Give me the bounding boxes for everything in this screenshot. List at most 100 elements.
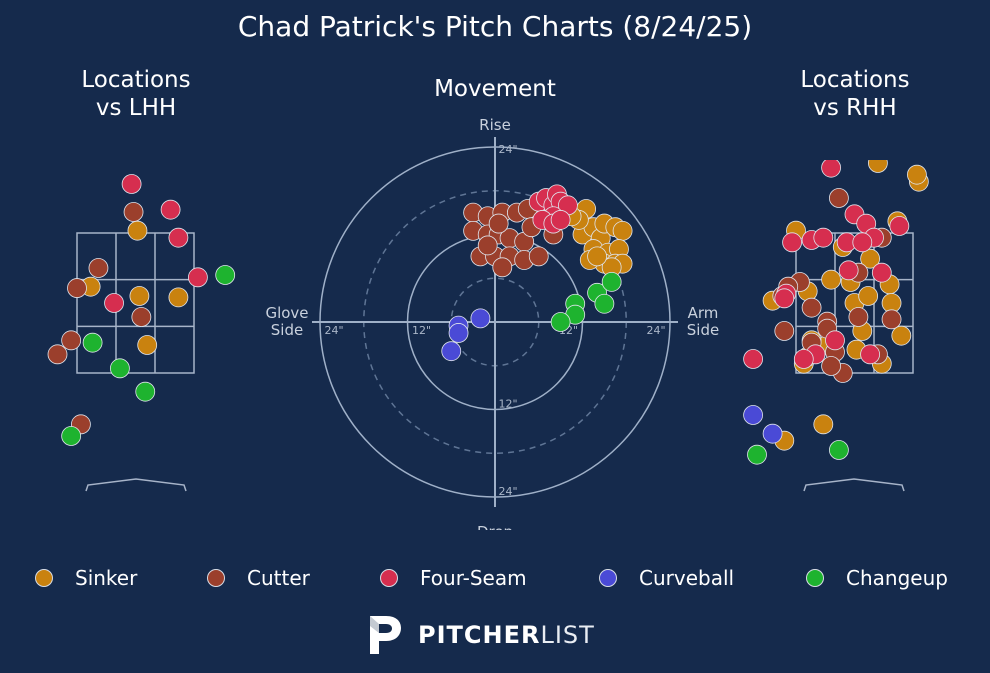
sinker-location — [129, 286, 150, 306]
movement-chart: 24"24"24"24"12"12"12"RiseDropGloveSideAr… — [265, 116, 719, 530]
panel-title-line: Locations — [81, 67, 191, 93]
four-seam-location — [774, 288, 795, 309]
panel-title-line: vs RHH — [813, 95, 897, 121]
movement-label-right: Side — [687, 321, 719, 339]
sinker-location — [891, 325, 912, 346]
cutter-location — [821, 356, 841, 376]
cutter-location — [774, 321, 795, 341]
sinker-location — [821, 269, 841, 290]
changeup-location — [829, 440, 849, 460]
locations-vs-rhh-chart — [743, 160, 929, 492]
cutter-location — [47, 344, 68, 365]
sinker-location — [906, 164, 927, 185]
locations-vs-lhh-chart — [47, 174, 236, 492]
panel-title-line: Locations — [800, 67, 910, 93]
ring-label: 24" — [498, 485, 517, 498]
cutter-location — [829, 188, 849, 208]
sinker-location — [813, 414, 834, 435]
legend-label: Sinker — [75, 566, 138, 590]
curveball-swatch — [599, 569, 617, 587]
legend-item-curveball: Curveball — [599, 562, 734, 594]
curveball-point — [441, 341, 462, 362]
panel-title-line: vs LHH — [95, 95, 177, 121]
cutter-point — [488, 213, 509, 234]
four-seam-location — [889, 216, 910, 236]
sinker-point — [587, 246, 607, 267]
ring-label: 24" — [498, 143, 517, 156]
changeup-swatch — [806, 569, 824, 587]
legend-label: Changeup — [846, 566, 948, 590]
sinker-swatch — [35, 569, 53, 587]
four-seam-location — [825, 330, 845, 351]
four-seam-location — [860, 344, 881, 365]
ring-label: 24" — [324, 324, 343, 337]
cutter-location — [67, 278, 87, 298]
legend-item-changeup: Changeup — [806, 562, 948, 594]
four-seam-location — [821, 160, 841, 178]
sinker-point — [612, 220, 633, 241]
rhh-panel-title: Locations vs RHH — [755, 66, 955, 122]
four-seam-location — [871, 262, 892, 283]
legend-item-sinker: Sinker — [35, 562, 137, 594]
cutter-location — [848, 307, 869, 327]
cutter-point — [528, 246, 549, 267]
movement-label-left: Side — [271, 321, 303, 339]
ring-label: 12" — [412, 324, 431, 337]
sinker-location — [868, 160, 888, 173]
cutter-location — [61, 330, 82, 351]
changeup-location — [747, 444, 767, 465]
curveball-location — [762, 423, 783, 444]
pitcherlist-logo: PITCHERLIST — [366, 612, 595, 658]
changeup-point — [601, 271, 622, 292]
legend-label: Four-Seam — [420, 566, 527, 590]
changeup-point — [550, 312, 571, 332]
chart-title: Chad Patrick's Pitch Charts (8/24/25) — [237, 10, 753, 43]
lhh-panel-title: Locations vs LHH — [36, 66, 236, 122]
curveball-point — [448, 323, 469, 343]
changeup-point — [594, 293, 615, 314]
changeup-location — [215, 265, 236, 285]
movement-panel-title: Movement — [434, 76, 556, 102]
sinker-location — [168, 287, 189, 308]
four-seam-location — [121, 174, 142, 194]
legend-label: Curveball — [639, 566, 735, 590]
changeup-location — [110, 358, 130, 379]
sinker-location — [860, 248, 881, 269]
cutter-location — [881, 309, 902, 330]
movement-label-top: Rise — [479, 116, 511, 134]
sinker-location — [858, 286, 879, 306]
wordmark-bold: PITCHER — [418, 621, 541, 649]
four-seam-location — [160, 199, 181, 220]
movement-label-bottom: Drop — [477, 523, 513, 530]
changeup-location — [61, 426, 82, 446]
four-seam-location — [104, 293, 124, 313]
four-seam-location — [793, 349, 814, 369]
ring-label: 12" — [498, 398, 517, 411]
cutter-point — [477, 235, 498, 256]
strike-zone — [795, 232, 914, 374]
cutter-point — [492, 257, 513, 278]
four-seam-location — [782, 232, 802, 253]
movement-label-right: Arm — [688, 304, 719, 322]
four-seam-location — [168, 227, 189, 248]
four-seam-location — [187, 267, 208, 288]
movement-label-left: Glove — [265, 304, 308, 322]
four-seam-location — [852, 232, 873, 253]
home-plate — [85, 478, 187, 492]
sinker-location — [137, 335, 158, 355]
four-seam-point — [550, 210, 571, 230]
legend-label: Cutter — [247, 566, 310, 590]
cutter-location — [801, 297, 822, 318]
changeup-location — [82, 332, 103, 353]
legend-item-cutter: Cutter — [207, 562, 310, 594]
sinker-location — [127, 220, 148, 241]
curveball-location — [743, 405, 763, 425]
home-plate — [803, 478, 905, 492]
cutter-location — [123, 202, 144, 222]
pitcherlist-wordmark: PITCHERLIST — [418, 621, 595, 649]
four-seam-swatch — [380, 569, 398, 587]
pitcherlist-logo-icon — [370, 616, 401, 654]
cutter-location — [131, 307, 152, 327]
four-seam-location — [743, 349, 763, 369]
wordmark-light: LIST — [540, 621, 595, 649]
